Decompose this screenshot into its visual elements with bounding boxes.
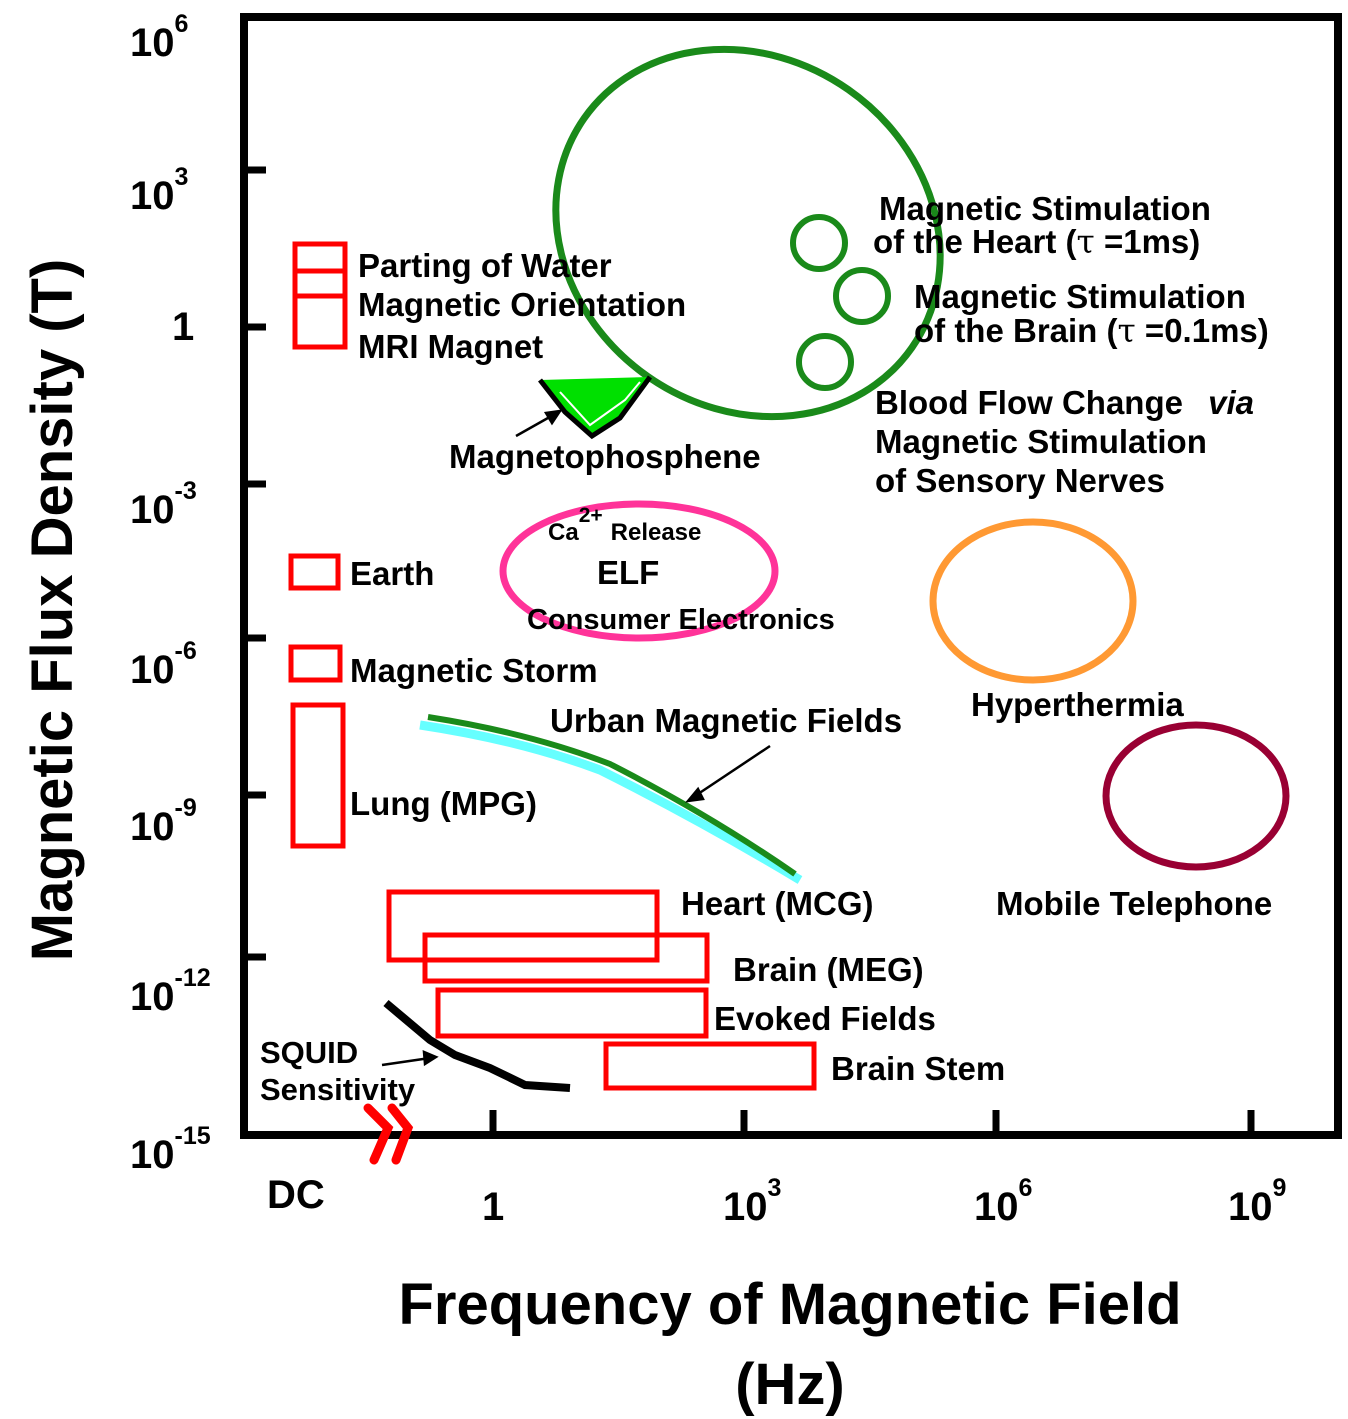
y-tick-label-1e6: 106 <box>130 10 188 65</box>
region-magnetic-storm <box>288 644 343 683</box>
label-stim-heart-line2: of the Heart (τ =1ms) <box>873 222 1200 261</box>
region-magnetic-orientation <box>292 268 348 299</box>
region-heart-mcg <box>386 889 660 963</box>
label-squid-line1: SQUID <box>260 1035 358 1070</box>
x-tick-labels: DC 1 103 106 109 <box>267 1173 1286 1229</box>
region-earth <box>288 553 341 591</box>
x-axis-title-line2: (Hz) <box>735 1352 845 1417</box>
curve-squid-sensitivity <box>383 999 571 1092</box>
region-lung-mpg <box>290 702 346 849</box>
curve-urban-cyan <box>419 720 803 884</box>
axis-break-icon <box>363 1103 414 1165</box>
arrow-urban <box>694 744 771 798</box>
label-lung-mpg: Lung (MPG) <box>350 785 537 822</box>
arrow-squid <box>381 1056 431 1067</box>
y-tick-label-1e-9: 10-9 <box>130 794 197 849</box>
y-tick-label-1e-3: 10-3 <box>130 477 197 532</box>
arrows <box>381 409 771 1067</box>
x-axis-title-line1: Frequency of Magnetic Field <box>398 1272 1181 1337</box>
magnetophosphene-highlight <box>559 381 641 427</box>
arrowhead-squid <box>422 1050 439 1067</box>
curve-urban-green <box>427 714 797 877</box>
label-earth: Earth <box>350 555 434 592</box>
y-tick-label-1e-15: 10-15 <box>130 1122 211 1177</box>
x-tick-label-dc: DC <box>267 1173 325 1217</box>
label-mobile-telephone: Mobile Telephone <box>996 885 1272 922</box>
label-magnetic-storm: Magnetic Storm <box>350 652 598 689</box>
region-evoked-fields <box>435 987 709 1039</box>
label-brain-meg: Brain (MEG) <box>733 951 924 988</box>
y-tick-label-1e-12: 10-12 <box>130 964 211 1019</box>
y-ticks <box>244 13 266 961</box>
region-labels: Parting of Water Magnetic Orientation MR… <box>260 190 1272 1107</box>
label-ca-release: Ca2+Release <box>548 504 701 546</box>
plot-frame <box>240 13 1342 1139</box>
arrowhead-urban <box>684 786 705 803</box>
label-brain-stem: Brain Stem <box>831 1050 1005 1087</box>
x-tick-label-1e6: 106 <box>974 1174 1032 1229</box>
y-tick-labels: 106 103 1 10-3 10-6 10-9 10-12 10-15 <box>130 10 211 1177</box>
x-tick-label-1: 1 <box>482 1185 504 1229</box>
label-parting-of-water: Parting of Water <box>358 247 612 284</box>
label-blood-flow-line2: Magnetic Stimulation <box>875 423 1207 460</box>
y-axis-title: Magnetic Flux Density (T) <box>20 259 85 962</box>
region-stim-heart <box>790 214 848 272</box>
label-evoked-fields: Evoked Fields <box>714 1000 936 1037</box>
region-elf <box>499 500 779 642</box>
label-mri-magnet: MRI Magnet <box>358 328 543 365</box>
label-blood-flow-line3: of Sensory Nerves <box>875 462 1165 499</box>
region-stim-brain <box>833 267 891 325</box>
region-brain-meg <box>422 932 710 984</box>
label-magnetophosphene: Magnetophosphene <box>449 438 761 475</box>
dc-region-boxes <box>288 241 348 849</box>
label-stim-brain-line1: Magnetic Stimulation <box>914 278 1246 315</box>
arrowhead-magnetophosphene <box>543 409 563 426</box>
label-heart-mcg: Heart (MCG) <box>681 885 874 922</box>
label-urban-magnetic-fields: Urban Magnetic Fields <box>550 702 902 739</box>
region-mobile-telephone <box>1102 721 1290 871</box>
label-stim-brain-line2: of the Brain (τ =0.1ms) <box>914 311 1269 350</box>
label-magnetic-orientation: Magnetic Orientation <box>358 286 686 323</box>
bio-region-boxes <box>386 889 817 1091</box>
label-elf: ELF <box>597 554 659 591</box>
y-tick-label-1e3: 103 <box>130 163 188 218</box>
magnetophosphene-outline <box>538 375 653 440</box>
region-brain-stem <box>603 1041 817 1091</box>
label-hyperthermia: Hyperthermia <box>971 686 1184 723</box>
label-consumer-electronics: Consumer Electronics <box>527 604 835 636</box>
label-stim-heart-line1: Magnetic Stimulation <box>879 190 1211 227</box>
y-tick-label-1e-6: 10-6 <box>130 637 197 692</box>
region-mri-magnet <box>292 293 348 350</box>
x-tick-label-1e3: 103 <box>723 1174 781 1229</box>
region-parting-of-water <box>292 241 348 274</box>
y-tick-label-1: 1 <box>172 305 194 349</box>
region-hyperthermia <box>929 518 1137 684</box>
x-ticks <box>489 1110 1255 1135</box>
label-squid-line2: Sensitivity <box>260 1072 416 1107</box>
region-blood-flow <box>796 333 854 391</box>
x-tick-label-1e9: 109 <box>1228 1174 1286 1229</box>
label-blood-flow-line1: Blood Flow Change via <box>875 384 1254 421</box>
region-magnetophosphene <box>540 377 650 436</box>
